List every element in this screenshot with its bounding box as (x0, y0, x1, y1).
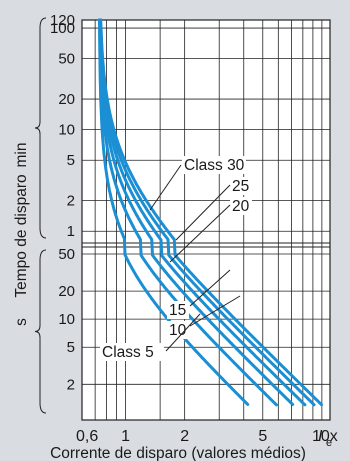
series-label-bg (230, 177, 252, 195)
series-label-bg (182, 156, 246, 174)
series-leader-line (175, 184, 231, 241)
y-tick-label: 10 (58, 311, 75, 328)
series-leader-line (149, 164, 182, 211)
series-label: 20 (232, 198, 250, 215)
x-tick-label: 0,6 (76, 428, 98, 445)
y-tick-label: 50 (58, 246, 75, 263)
series-label-bg (167, 321, 189, 339)
curve-25 (97, 18, 316, 407)
curve-20 (97, 18, 307, 407)
y-unit-s: s (13, 318, 30, 326)
series-label-bg (100, 343, 164, 361)
curve-class-5 (97, 18, 250, 406)
series-leader-line (189, 269, 231, 307)
curve-class-30 (97, 18, 323, 407)
y-tick-label: 2 (67, 193, 75, 210)
y-unit-min: min (13, 143, 30, 168)
x-tick-label: 10x (312, 428, 338, 445)
series-label: Class 5 (102, 344, 154, 361)
series-label: 25 (232, 178, 249, 195)
x-tick-label: 1 (121, 428, 130, 445)
series-leader-line (169, 204, 231, 263)
y-tick-label: 10 (58, 122, 75, 139)
y-tick-label: 1 (67, 223, 75, 240)
series-leader-line (189, 295, 241, 327)
y-tick-label: 2 (67, 376, 75, 393)
series-leader-line (165, 313, 201, 352)
series-label: 15 (169, 302, 186, 319)
curve-15 (97, 18, 295, 406)
y-tick-label: 100 (50, 20, 75, 37)
y-tick-label: 5 (67, 339, 75, 356)
brace-s (34, 249, 47, 414)
y-tick-label: 50 (58, 51, 75, 68)
x-tick-label: 2 (180, 428, 189, 445)
y-tick-label: 5 (67, 152, 75, 169)
x-unit-label: I (318, 428, 323, 445)
x-axis-title: Corrente de disparo (valores médios) (50, 445, 306, 461)
y-axis-title: Tempo de disparo (13, 174, 30, 297)
series-label-bg (230, 197, 252, 215)
y-tick-label: 20 (58, 91, 75, 108)
brace-min (34, 17, 47, 239)
series-label-bg (167, 301, 189, 319)
x-tick-label: 5 (258, 428, 267, 445)
x-unit-subscript: e (326, 437, 332, 449)
series-label: Class 30 (184, 157, 245, 174)
y-tick-label: 120 (50, 12, 75, 29)
series-label: 10 (169, 322, 187, 339)
y-tick-label: 20 (58, 283, 75, 300)
